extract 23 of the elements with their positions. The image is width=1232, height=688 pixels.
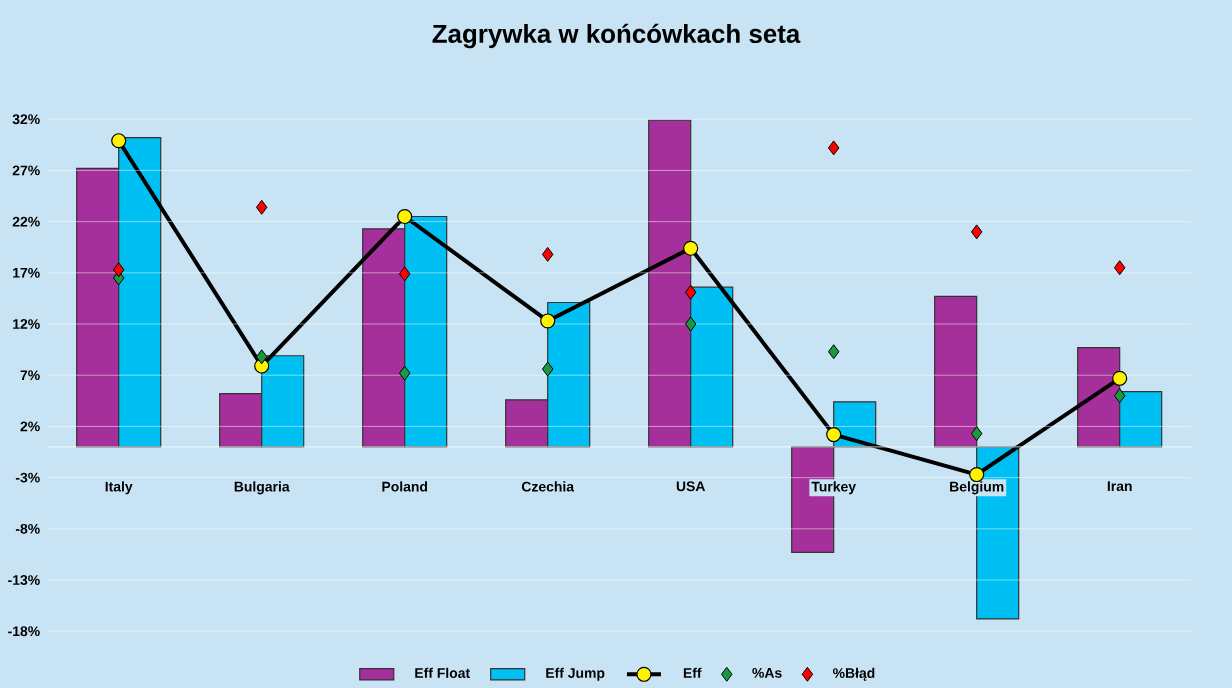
chart-title: Zagrywka w końcówkach seta <box>432 23 801 48</box>
point <box>1112 370 1128 386</box>
point <box>826 426 842 442</box>
point <box>541 361 554 377</box>
point <box>684 284 697 300</box>
point <box>970 425 983 441</box>
point <box>969 466 985 482</box>
point <box>255 199 268 215</box>
point <box>541 246 554 262</box>
point <box>111 132 127 148</box>
point <box>1113 259 1126 275</box>
point <box>1113 387 1126 403</box>
point <box>540 312 556 329</box>
point <box>397 208 413 224</box>
point <box>827 343 840 359</box>
point <box>255 348 268 364</box>
point <box>683 240 699 256</box>
point <box>398 365 411 381</box>
point <box>398 265 411 281</box>
point <box>827 140 840 155</box>
point <box>112 261 125 277</box>
point <box>970 223 983 239</box>
point <box>684 316 697 332</box>
